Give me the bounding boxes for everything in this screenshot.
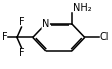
Text: NH₂: NH₂ [72, 3, 91, 13]
Text: Cl: Cl [99, 32, 108, 42]
Text: F: F [2, 32, 8, 42]
Text: F: F [18, 48, 24, 58]
Text: N: N [42, 19, 49, 29]
Text: F: F [18, 17, 24, 27]
